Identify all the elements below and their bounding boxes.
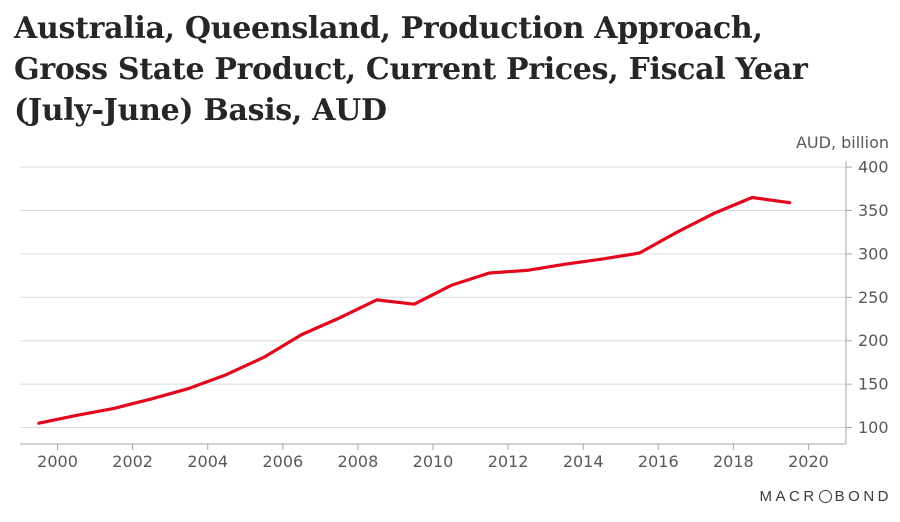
x-tick-label-2010: 2010 [413,452,454,471]
x-tick-label-2008: 2008 [338,452,379,471]
x-tick-label-2006: 2006 [262,452,303,471]
x-tick-label-2002: 2002 [112,452,153,471]
chart-title-line-2: Gross State Product, Current Prices, Fis… [14,52,808,87]
macrobond-o-icon [818,490,832,503]
x-tick-label-2000: 2000 [37,452,78,471]
x-tick-label-2016: 2016 [638,452,679,471]
x-tick-label-2014: 2014 [563,452,604,471]
y-tick-label-150: 150 [858,375,889,394]
x-tick-label-2012: 2012 [488,452,529,471]
y-tick-label-350: 350 [858,201,889,220]
series-line-queensland-gsp [37,195,792,425]
chart-title-line-3: (July-June) Basis, AUD [14,93,387,128]
macrobond-logo-pre: MACR [759,488,818,505]
y-tick-label-250: 250 [858,288,889,307]
chart-title-line-1: Australia, Queensland, Production Approa… [14,11,763,46]
y-axis-unit-label: AUD, billion [795,133,889,152]
y-tick-label-300: 300 [858,244,889,263]
macrobond-logo: MACR BOND [759,488,892,505]
x-tick-label-2020: 2020 [788,452,829,471]
y-tick-label-100: 100 [858,418,889,437]
x-tick-label-2018: 2018 [713,452,754,471]
x-tick-label-2004: 2004 [187,452,228,471]
y-tick-label-400: 400 [858,158,889,177]
macrobond-logo-post: BOND [834,488,892,505]
y-tick-label-200: 200 [858,331,889,350]
chart-title: Australia, Queensland, Production Approa… [14,8,808,131]
